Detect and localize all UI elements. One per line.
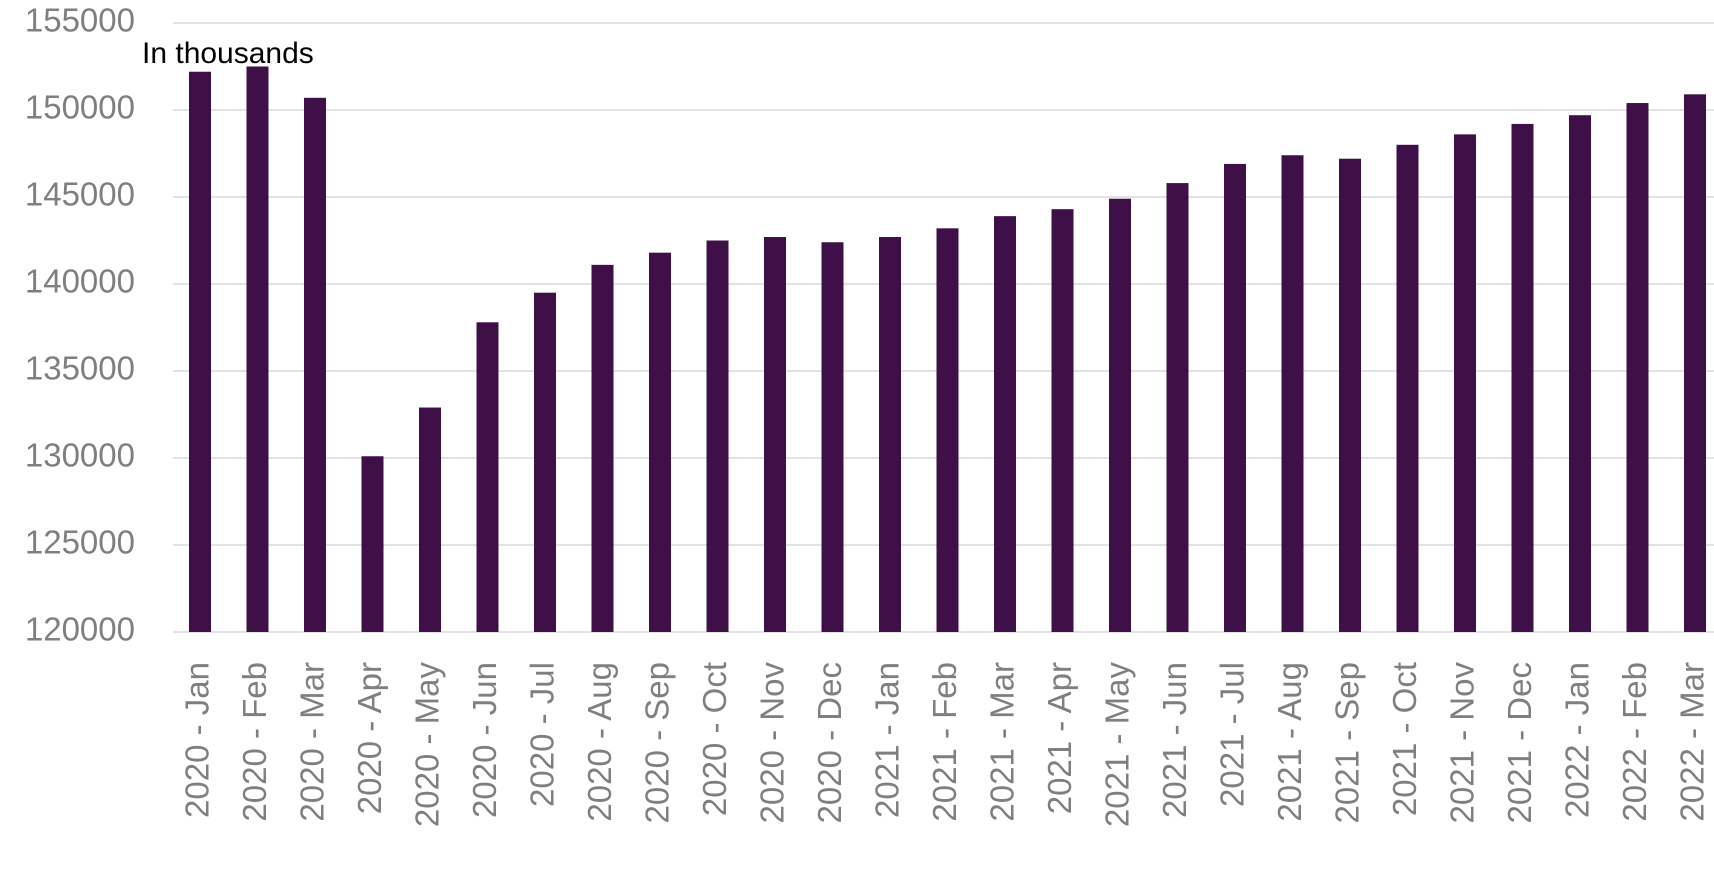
x-tick-label: 2021 - Jan: [869, 662, 906, 818]
bar: [1569, 115, 1591, 633]
bar: [821, 242, 844, 633]
x-tick-label: 2021 - Feb: [926, 662, 963, 822]
y-tick-label: 140000: [25, 263, 135, 300]
bar: [1281, 155, 1304, 633]
y-tick-label: 135000: [25, 350, 135, 387]
annotation: In thousands: [142, 37, 314, 70]
bar: [1339, 158, 1361, 632]
bar: [361, 456, 384, 632]
bar: [1396, 144, 1419, 633]
bar: [534, 292, 556, 632]
x-tick-label: 2022 - Jan: [1559, 662, 1596, 818]
x-tick-label: 2020 - Nov: [754, 662, 791, 824]
x-tick-label: 2020 - Jan: [179, 662, 216, 818]
y-tick-label: 145000: [25, 176, 135, 213]
y-tick-label: 125000: [25, 524, 135, 561]
x-tick-label: 2020 - Mar: [294, 662, 331, 822]
bar: [591, 264, 614, 632]
x-tick-label: 2021 - Apr: [1041, 662, 1078, 814]
bar: [1454, 134, 1476, 633]
bar: [419, 407, 441, 632]
x-tick-label: 2020 - Jun: [466, 662, 503, 818]
x-tick-label: 2020 - Oct: [696, 662, 733, 816]
x-tick-label: 2021 - Sep: [1329, 662, 1366, 823]
bar: [1684, 94, 1706, 633]
x-tick-label: 2022 - Mar: [1674, 662, 1711, 822]
x-tick-label: 2021 - Jul: [1214, 662, 1251, 807]
bar: [1626, 103, 1649, 633]
x-tick-label: 2021 - Aug: [1271, 662, 1308, 822]
bar: [246, 66, 269, 632]
y-tick-label: 120000: [25, 611, 135, 648]
x-tick-label: 2021 - Jun: [1156, 662, 1193, 818]
x-tick-label: 2021 - Oct: [1386, 662, 1423, 816]
bar: [1109, 198, 1131, 633]
x-tick-label: 2021 - May: [1099, 662, 1136, 828]
y-tick-label: 130000: [25, 437, 135, 474]
y-tick-label: 155000: [25, 2, 135, 39]
x-tick-label: 2020 - Jul: [524, 662, 561, 807]
x-tick-label: 2020 - May: [409, 662, 446, 828]
bar: [879, 237, 901, 632]
bar: [304, 97, 326, 632]
bar: [994, 216, 1016, 632]
x-tick-label: 2021 - Dec: [1501, 662, 1538, 823]
bar: [1166, 183, 1189, 632]
bar: [764, 237, 786, 632]
x-tick-label: 2021 - Nov: [1444, 662, 1481, 824]
bar: [936, 228, 959, 632]
x-tick-label: 2020 - Sep: [639, 662, 676, 823]
x-tick-label: 2022 - Feb: [1616, 662, 1653, 822]
bar: [706, 240, 729, 632]
x-tick-label: 2020 - Apr: [351, 662, 388, 814]
x-tick-label: 2020 - Aug: [581, 662, 618, 822]
bar: [649, 252, 671, 632]
y-tick-label: 150000: [25, 89, 135, 126]
x-tick-label: 2020 - Dec: [811, 662, 848, 823]
bar: [1511, 123, 1534, 633]
bar: [189, 71, 211, 633]
x-tick-label: 2020 - Feb: [236, 662, 273, 822]
bar: [1051, 209, 1074, 632]
bar: [476, 322, 499, 632]
x-tick-label: 2021 - Mar: [984, 662, 1021, 822]
bar: [1224, 163, 1246, 632]
